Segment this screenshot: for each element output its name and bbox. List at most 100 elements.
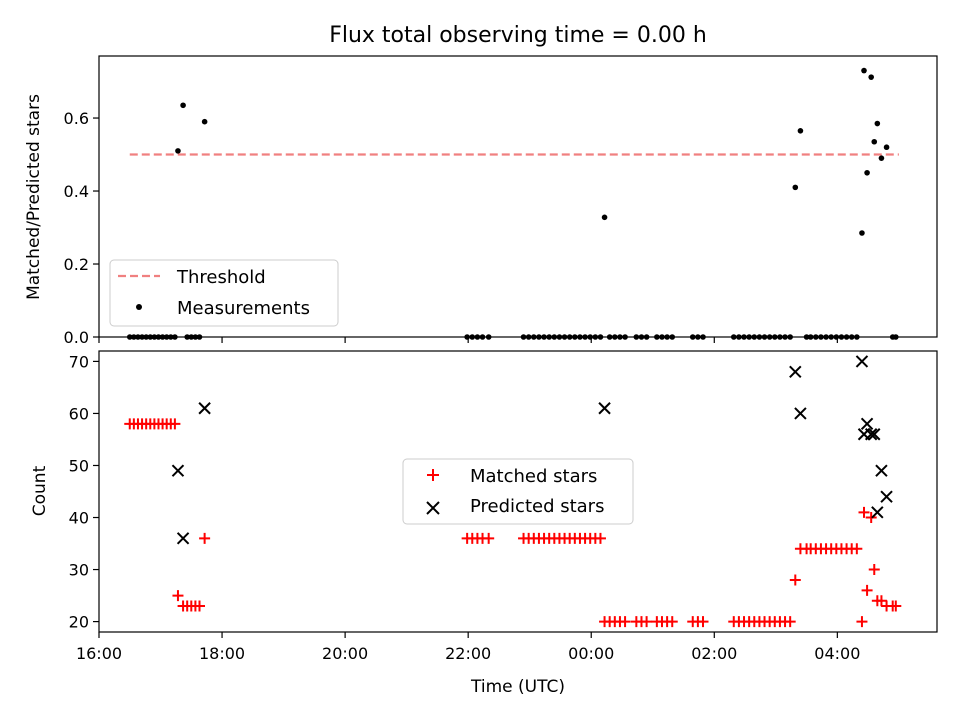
measurement-point <box>756 334 763 340</box>
measurement-point <box>883 144 890 151</box>
measurement-point <box>751 334 758 340</box>
matched-star-point <box>875 595 887 607</box>
matched-star-point <box>851 543 863 555</box>
predicted-star-point <box>171 464 185 477</box>
measurement-point <box>597 334 604 340</box>
predicted-star-point <box>860 417 874 431</box>
measurement-point <box>592 334 599 340</box>
measurement-point <box>582 334 588 340</box>
matched-star-point <box>483 532 495 544</box>
bottom-y-tick-label: 70 <box>69 352 89 371</box>
top-y-tick-label: 0.2 <box>64 255 89 274</box>
measurement-point <box>643 334 650 340</box>
top-plot-panel: 0.0 0.2 0.4 0.6 <box>64 55 938 347</box>
legend-predicted-swatch <box>426 501 440 515</box>
predicted-star-point <box>871 506 884 519</box>
predicted-star-point <box>880 490 893 503</box>
matched-star-point <box>193 600 205 612</box>
matched-star-point <box>641 616 653 628</box>
x-tick-label: 02:00 <box>691 644 737 663</box>
top-chart-title: Flux total observing time = 0.00 h <box>329 23 707 48</box>
matched-star-point <box>784 616 796 628</box>
measurement-point <box>556 334 563 340</box>
legend-measurements-label: Measurements <box>177 298 310 319</box>
matched-star-point <box>199 532 211 544</box>
measurement-point <box>736 334 742 340</box>
measurement-point <box>139 334 145 340</box>
measurement-point <box>823 334 829 340</box>
measurement-point <box>464 334 470 340</box>
predicted-star-point <box>198 402 211 415</box>
matched-star-point <box>666 616 678 628</box>
matched-star-point <box>619 616 631 628</box>
measurement-point <box>612 334 618 340</box>
bottom-y-tick-label: 60 <box>69 404 89 423</box>
measurement-point <box>833 334 840 340</box>
measurement-point <box>172 334 178 340</box>
measurement-point <box>131 334 137 340</box>
measurement-point <box>807 334 814 340</box>
measurement-point <box>782 334 788 340</box>
measurement-point <box>167 334 174 340</box>
legend-predicted-label: Predicted stars <box>470 496 604 517</box>
predicted-star-point <box>176 532 190 545</box>
bottom-y-axis-label: Count <box>30 465 50 516</box>
measurement-point <box>787 334 793 340</box>
measurement-point <box>184 334 190 340</box>
measurement-point <box>566 334 573 340</box>
measurement-point <box>843 334 850 340</box>
measurement-point <box>746 334 752 340</box>
bottom-plot-panel: 20 30 40 50 60 70 16:00 18:00 20:00 22:00 00:00 02:… <box>69 350 938 663</box>
measurement-point <box>577 334 583 340</box>
measurement-point <box>531 334 537 340</box>
measurement-point <box>551 334 558 340</box>
matched-star-point <box>172 590 184 602</box>
predicted-star-point <box>789 365 802 379</box>
measurement-point <box>730 334 737 340</box>
measurement-point <box>669 334 676 340</box>
measurement-point <box>201 118 208 125</box>
measurement-point <box>878 155 885 161</box>
measurement-point <box>638 334 645 340</box>
top-y-tick-label: 0.4 <box>64 182 89 201</box>
predicted-star-point <box>864 428 878 441</box>
measurement-point <box>689 334 696 340</box>
x-tick-label: 16:00 <box>76 644 122 663</box>
measurement-point <box>601 214 608 221</box>
bottom-legend-box <box>402 458 634 525</box>
matched-star-point <box>169 418 181 430</box>
bottom-y-tick-label: 20 <box>69 613 89 632</box>
measurement-point <box>520 334 527 340</box>
measurement-point <box>803 334 810 340</box>
measurement-point <box>700 334 706 340</box>
x-tick-label: 22:00 <box>445 644 491 663</box>
measurement-point <box>163 334 170 340</box>
measurement-point <box>541 334 547 340</box>
measurement-point <box>175 148 181 154</box>
measurement-point <box>572 334 578 340</box>
measurement-point <box>622 334 628 340</box>
measurement-point <box>617 334 623 340</box>
measurement-point <box>147 334 154 340</box>
measurement-point <box>892 334 899 340</box>
measurement-point <box>828 334 834 340</box>
bottom-y-tick-label: 50 <box>69 456 89 475</box>
predicted-star-point <box>875 464 888 477</box>
measurement-point <box>143 334 149 340</box>
bottom-legend: Matched stars Predicted stars <box>402 458 634 525</box>
measurement-point <box>874 120 881 127</box>
measurement-point <box>664 334 670 340</box>
matched-star-point <box>861 584 873 596</box>
x-axis-label: Time (UTC) <box>470 677 565 697</box>
measurement-point <box>606 334 613 340</box>
legend-matched-label: Matched stars <box>470 466 597 487</box>
matched-star-point <box>890 600 902 612</box>
predicted-star-point <box>868 428 881 441</box>
x-tick-label: 20:00 <box>322 644 368 663</box>
matched-star-point <box>868 564 880 576</box>
measurement-point <box>797 128 804 134</box>
measurement-point <box>871 138 878 145</box>
measurement-point <box>813 334 819 340</box>
x-tick-label: 04:00 <box>814 644 860 663</box>
